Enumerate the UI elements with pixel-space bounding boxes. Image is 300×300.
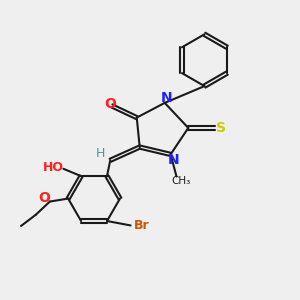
Text: O: O <box>39 191 50 205</box>
Text: H: H <box>96 147 106 160</box>
Text: Br: Br <box>134 219 150 232</box>
Text: N: N <box>160 91 172 105</box>
Text: CH₃: CH₃ <box>171 176 190 186</box>
Text: N: N <box>168 153 179 167</box>
Text: S: S <box>216 121 226 135</box>
Text: O: O <box>104 98 116 111</box>
Text: HO: HO <box>43 161 64 174</box>
